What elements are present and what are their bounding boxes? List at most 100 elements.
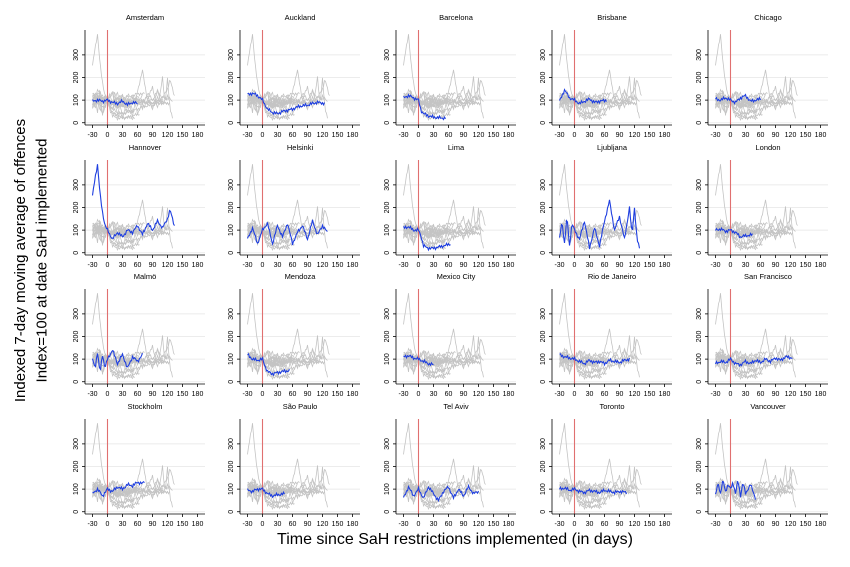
x-tick-label: 120 xyxy=(317,521,329,528)
x-tick-label: 120 xyxy=(162,132,174,139)
x-tick-label: -30 xyxy=(242,391,252,398)
x-tick-label: 180 xyxy=(815,521,827,528)
series-line-vancouver-background xyxy=(559,480,600,500)
x-tick-label: 30 xyxy=(586,132,594,139)
series-line-vancouver-background xyxy=(559,350,600,370)
series-line-toronto xyxy=(559,485,628,496)
y-tick-label: 0 xyxy=(228,121,235,125)
x-tick-label: 180 xyxy=(503,391,515,398)
x-tick-label: -30 xyxy=(398,262,408,269)
x-tick-label: 120 xyxy=(473,521,485,528)
x-tick-label: 60 xyxy=(445,521,453,528)
y-tick-label: 200 xyxy=(73,331,80,343)
panel-title: Rio de Janeiro xyxy=(588,272,636,281)
x-tick-label: 150 xyxy=(644,262,656,269)
x-tick-label: 0 xyxy=(573,391,577,398)
panel-amsterdam: Amsterdam 0 100 200 300 -30 0 30 60 90 120 150 180 xyxy=(73,13,205,139)
y-tick-label: 100 xyxy=(696,224,703,236)
x-tick-label: 180 xyxy=(659,521,671,528)
x-tick-label: 150 xyxy=(488,132,500,139)
panel-title: Brisbane xyxy=(597,13,627,22)
x-tick-label: 180 xyxy=(815,132,827,139)
y-tick-label: 0 xyxy=(73,510,80,514)
x-tick-label: 90 xyxy=(149,521,157,528)
series-line-ljubljana-background xyxy=(247,328,328,379)
y-tick-label: 300 xyxy=(384,179,391,191)
y-tick-label: 100 xyxy=(73,483,80,495)
y-tick-label: 300 xyxy=(540,49,547,61)
x-tick-label: 90 xyxy=(304,132,312,139)
y-tick-label: 0 xyxy=(73,121,80,125)
series-line-ljubljana-background xyxy=(715,328,796,379)
series-line-ljubljana-background xyxy=(92,69,173,120)
y-tick-label: 200 xyxy=(384,72,391,84)
series-line-s-o-paulo-background xyxy=(247,357,285,369)
x-tick-label: 180 xyxy=(503,262,515,269)
y-tick-label: 300 xyxy=(73,438,80,450)
panel-rio-de-janeiro: Rio de Janeiro 0 100 200 300 -30 0 30 60 90 120 150… xyxy=(540,272,672,398)
series-line-vancouver-background xyxy=(92,350,133,370)
x-tick-label: 150 xyxy=(800,391,812,398)
series-line-vancouver-background xyxy=(403,350,444,370)
y-tick-label: 0 xyxy=(696,121,703,125)
y-tick-label: 300 xyxy=(384,438,391,450)
y-tick-label: 0 xyxy=(228,251,235,255)
panel-mexico-city: Mexico City 0 100 200 300 -30 0 30 60 90 120 150 180 xyxy=(384,272,516,398)
x-tick-label: 150 xyxy=(177,391,189,398)
panel-title: Chicago xyxy=(754,13,782,22)
series-line-ljubljana-background xyxy=(247,199,328,250)
x-tick-label: 30 xyxy=(586,521,594,528)
series-line-hannover xyxy=(91,164,175,239)
y-tick-label: 100 xyxy=(384,94,391,106)
series-line-ljubljana-background xyxy=(247,69,328,120)
y-tick-label: 300 xyxy=(540,308,547,320)
x-tick-label: 180 xyxy=(347,391,359,398)
panel-stockholm: Stockholm 0 100 200 300 -30 0 30 60 90 120 150 180 xyxy=(73,402,205,528)
y-tick-label: 200 xyxy=(540,72,547,84)
series-line-ljubljana-background xyxy=(403,328,484,379)
y-tick-label: 0 xyxy=(73,251,80,255)
x-tick-label: 60 xyxy=(601,391,609,398)
x-tick-label: -30 xyxy=(398,132,408,139)
x-tick-label: 180 xyxy=(347,132,359,139)
series-line-malm- xyxy=(91,350,144,371)
y-tick-label: 300 xyxy=(73,308,80,320)
x-tick-label: 30 xyxy=(119,132,127,139)
y-tick-label: 0 xyxy=(696,380,703,384)
panel-tel-aviv: Tel Aviv 0 100 200 300 -30 0 30 60 90 120 150 180 xyxy=(384,402,516,528)
series-line-ljubljana-background xyxy=(559,69,640,120)
y-tick-label: 300 xyxy=(696,438,703,450)
y-tick-label: 200 xyxy=(73,461,80,473)
series-line-vancouver-background xyxy=(715,221,756,241)
panel-malm-: Malmö 0 100 200 300 -30 0 30 60 90 120 150 180 xyxy=(73,272,205,398)
y-tick-label: 0 xyxy=(696,251,703,255)
y-tick-label: 0 xyxy=(540,380,547,384)
x-tick-label: 90 xyxy=(616,132,624,139)
series-line-stockholm xyxy=(92,480,145,498)
series-line-chicago xyxy=(715,93,762,105)
y-tick-label: 300 xyxy=(73,49,80,61)
series-line-ljubljana-background xyxy=(92,458,173,509)
panel-title: Hannover xyxy=(129,143,162,152)
x-tick-label: 0 xyxy=(729,521,733,528)
y-tick-label: 200 xyxy=(540,202,547,214)
x-tick-label: 60 xyxy=(601,262,609,269)
x-tick-label: 150 xyxy=(488,262,500,269)
series-line-vancouver-background xyxy=(247,221,288,241)
y-tick-label: 200 xyxy=(696,461,703,473)
series-line-amsterdam xyxy=(92,98,138,107)
x-tick-label: 150 xyxy=(800,262,812,269)
panel-san-francisco: San Francisco 0 100 200 300 -30 0 30 60 90 120 150 1… xyxy=(696,272,828,398)
x-tick-label: 150 xyxy=(800,132,812,139)
y-tick-label: 300 xyxy=(228,49,235,61)
y-tick-label: 200 xyxy=(696,72,703,84)
y-tick-label: 100 xyxy=(540,94,547,106)
x-tick-label: -30 xyxy=(554,132,564,139)
x-tick-label: -30 xyxy=(87,132,97,139)
x-tick-label: 60 xyxy=(757,262,765,269)
series-line-s-o-paulo-background xyxy=(403,98,441,110)
x-tick-label: -30 xyxy=(398,391,408,398)
x-tick-label: 0 xyxy=(261,521,265,528)
x-tick-label: -30 xyxy=(710,391,720,398)
panel-title: Vancouver xyxy=(750,402,786,411)
